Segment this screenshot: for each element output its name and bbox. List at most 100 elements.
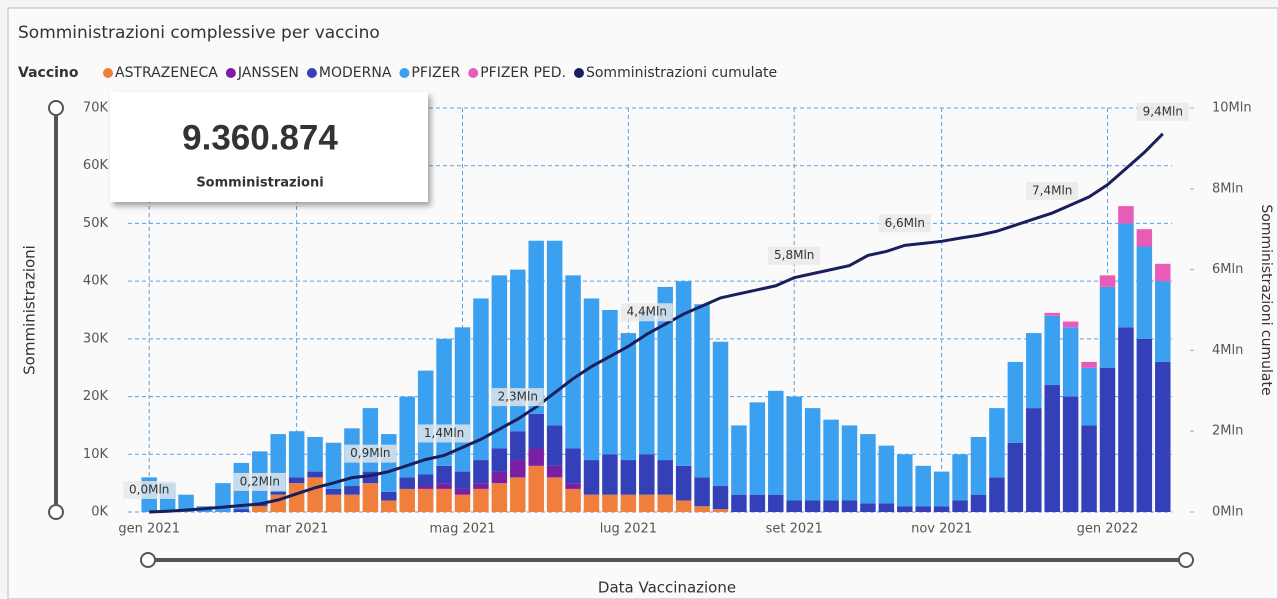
legend-swatch <box>225 68 236 78</box>
bar-segment <box>362 471 379 484</box>
data-label: 6,6Mln <box>885 216 925 230</box>
bar-segment <box>565 448 581 484</box>
plot-area: 0K 10K 20K 30K 40K 50K 60K 70K 0Mln 2Mln 4Mln 6Mln 8… <box>83 101 1252 537</box>
bar-segment <box>1007 361 1024 443</box>
data-label-bg <box>620 303 673 322</box>
data-label-bg <box>344 444 397 463</box>
bar-segment <box>675 465 692 501</box>
bar-segment <box>252 506 268 512</box>
bar-segment <box>639 454 655 495</box>
bar-segment <box>933 471 950 507</box>
bar-segment <box>491 448 508 472</box>
bar-segment <box>1081 425 1097 512</box>
y2-tick-label: 4Mln <box>1212 343 1243 358</box>
cumulative-line <box>149 132 1164 514</box>
bar-segment <box>970 494 987 512</box>
kpi-value: 9.360.874 <box>182 118 338 157</box>
bar-segment <box>473 488 489 512</box>
y2-tick-label: 6Mln <box>1212 262 1243 277</box>
bar-segment <box>473 460 489 484</box>
bar-segment <box>1026 333 1042 409</box>
bar-segment <box>749 402 766 495</box>
data-label-bg <box>123 481 176 499</box>
bar-segment <box>325 488 342 495</box>
bar-segment <box>546 240 563 426</box>
data-label-bg <box>233 472 286 491</box>
bar-segment <box>989 477 1005 512</box>
bar-segment <box>712 486 729 510</box>
bar-segment <box>436 338 452 466</box>
bar-segment <box>583 494 600 512</box>
slider-handle[interactable] <box>48 504 64 520</box>
bar-segment <box>602 310 618 455</box>
bar-segment <box>307 436 323 472</box>
bar-segment <box>952 454 968 501</box>
bar-segment <box>989 408 1005 478</box>
bar-segment <box>565 488 581 512</box>
bar-segment <box>473 483 489 489</box>
bar-segment <box>1062 396 1079 512</box>
bar-segment <box>694 506 710 512</box>
legend: Vaccino ASTRAZENECA JANSSEN MODERNA PFIZER P… <box>18 65 777 81</box>
bar-segment <box>657 460 673 495</box>
y-tick-label: 20K <box>83 389 109 404</box>
bar-segment <box>786 500 802 512</box>
bar-segment <box>436 465 452 484</box>
y-tick-label: 30K <box>83 331 109 346</box>
bar-segment <box>1044 385 1060 512</box>
y-tick-label: 40K <box>83 274 109 289</box>
bar-segment <box>804 408 821 501</box>
x-tick-label: mag 2021 <box>429 522 495 537</box>
slider-handle[interactable] <box>1178 552 1194 568</box>
bar-segment <box>233 509 250 512</box>
bar-segment <box>381 491 397 501</box>
bar-segment <box>528 413 544 449</box>
slider-handle[interactable] <box>140 552 156 568</box>
bar-segment <box>510 477 526 512</box>
bar-segment <box>344 486 360 495</box>
bar-segment <box>1136 338 1153 512</box>
data-label-bg <box>1026 182 1079 201</box>
bar-segment <box>1081 367 1097 426</box>
bar-segment <box>344 494 360 512</box>
bar-segment <box>860 434 876 504</box>
bar-segment <box>288 483 305 512</box>
legend-title: Vaccino <box>18 65 79 81</box>
bar-segment <box>546 465 563 478</box>
data-label: 5,8Mln <box>774 248 814 262</box>
y2-axis-title: Somministrazioni cumulate <box>1258 204 1274 395</box>
bar-segment <box>1155 281 1171 362</box>
data-label: 4,4Mln <box>627 305 667 319</box>
bar-segment <box>546 477 563 512</box>
y2-tick-label: 8Mln <box>1212 181 1243 196</box>
bar-segment <box>731 494 747 512</box>
bar-segment <box>583 298 600 461</box>
bar-segment <box>1044 312 1060 316</box>
bar-segment <box>768 494 784 512</box>
bar-segment <box>712 509 729 512</box>
bar-segment <box>1118 223 1134 328</box>
bar-segment <box>1136 229 1153 247</box>
bar-segment <box>288 477 305 484</box>
bar-segment <box>178 494 194 512</box>
bar-segment <box>675 281 692 466</box>
bar-segment <box>731 425 747 495</box>
kpi-card: 9.360.874 Somministrazioni <box>110 92 428 202</box>
y-tick-label: 0K <box>91 505 108 520</box>
bar-segment <box>565 483 581 489</box>
bar-segment <box>841 500 858 512</box>
legend-label: PFIZER PED. <box>480 65 566 81</box>
bar-segment <box>565 275 581 449</box>
bar-segment <box>768 390 784 495</box>
data-label: 0,2Mln <box>240 474 280 488</box>
bar-segment <box>491 471 508 484</box>
bar-segment <box>417 488 434 512</box>
legend-label: ASTRAZENECA <box>115 65 218 81</box>
bar-segment <box>215 483 231 512</box>
bar-segment <box>528 240 544 414</box>
slider-handle[interactable] <box>48 100 64 116</box>
data-label-bg <box>878 214 931 233</box>
bar-segment <box>325 494 342 512</box>
legend-label: JANSSEN <box>237 65 299 81</box>
